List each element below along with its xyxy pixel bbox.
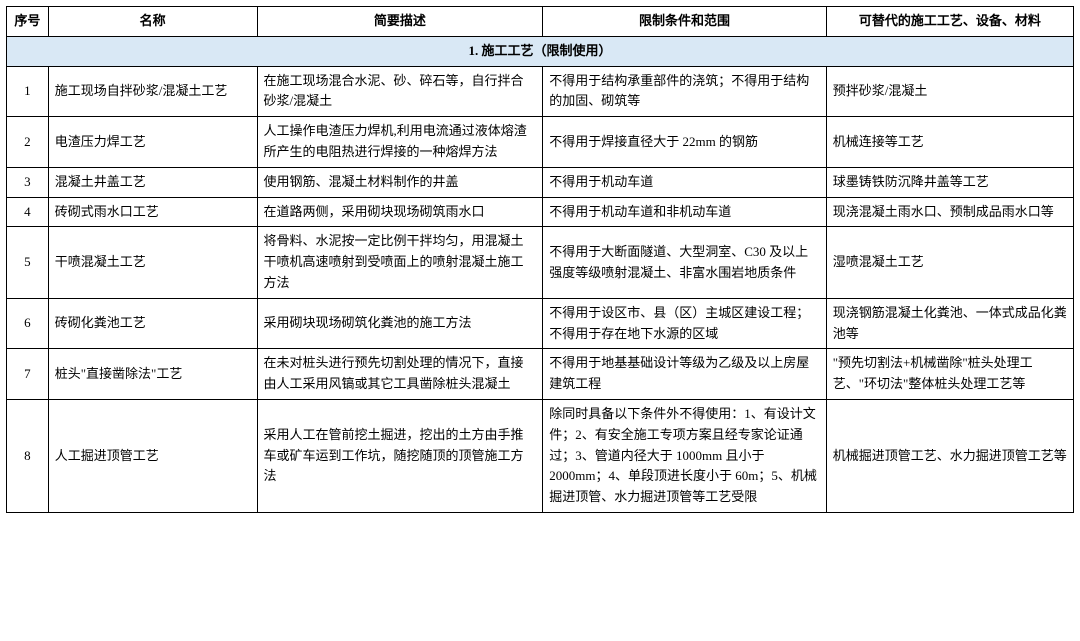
cell-num: 5 — [7, 227, 49, 298]
cell-limit: 不得用于设区市、县（区）主城区建设工程；不得用于存在地下水源的区域 — [543, 298, 827, 349]
section-header-row: 1. 施工工艺（限制使用） — [7, 36, 1074, 66]
cell-desc: 在道路两侧，采用砌块现场砌筑雨水口 — [257, 197, 543, 227]
table-row: 1施工现场自拌砂浆/混凝土工艺在施工现场混合水泥、砂、碎石等，自行拌合砂浆/混凝… — [7, 66, 1074, 117]
cell-name: 干喷混凝土工艺 — [48, 227, 257, 298]
cell-alt: "预先切割法+机械凿除"桩头处理工艺、"环切法"整体桩头处理工艺等 — [826, 349, 1073, 400]
cell-alt: 机械连接等工艺 — [826, 117, 1073, 168]
cell-num: 6 — [7, 298, 49, 349]
cell-num: 7 — [7, 349, 49, 400]
cell-alt: 球墨铸铁防沉降井盖等工艺 — [826, 167, 1073, 197]
table-row: 3混凝土井盖工艺使用钢筋、混凝土材料制作的井盖不得用于机动车道球墨铸铁防沉降井盖… — [7, 167, 1074, 197]
cell-desc: 将骨料、水泥按一定比例干拌均匀，用混凝土干喷机高速喷射到受喷面上的喷射混凝土施工… — [257, 227, 543, 298]
cell-alt: 现浇钢筋混凝土化粪池、一体式成品化粪池等 — [826, 298, 1073, 349]
cell-desc: 在未对桩头进行预先切割处理的情况下，直接由人工采用风镐或其它工具凿除桩头混凝土 — [257, 349, 543, 400]
cell-limit: 不得用于机动车道 — [543, 167, 827, 197]
cell-name: 混凝土井盖工艺 — [48, 167, 257, 197]
cell-name: 砖砌式雨水口工艺 — [48, 197, 257, 227]
cell-desc: 采用人工在管前挖土掘进，挖出的土方由手推车或矿车运到工作坑，随挖随顶的顶管施工方… — [257, 399, 543, 512]
table-row: 2电渣压力焊工艺人工操作电渣压力焊机,利用电流通过液体熔渣所产生的电阻热进行焊接… — [7, 117, 1074, 168]
cell-desc: 使用钢筋、混凝土材料制作的井盖 — [257, 167, 543, 197]
cell-alt: 现浇混凝土雨水口、预制成品雨水口等 — [826, 197, 1073, 227]
cell-name: 砖砌化粪池工艺 — [48, 298, 257, 349]
cell-alt: 预拌砂浆/混凝土 — [826, 66, 1073, 117]
cell-name: 人工掘进顶管工艺 — [48, 399, 257, 512]
cell-alt: 机械掘进顶管工艺、水力掘进顶管工艺等 — [826, 399, 1073, 512]
col-header-limit: 限制条件和范围 — [543, 7, 827, 37]
table-row: 5干喷混凝土工艺将骨料、水泥按一定比例干拌均匀，用混凝土干喷机高速喷射到受喷面上… — [7, 227, 1074, 298]
section-title: 1. 施工工艺（限制使用） — [7, 36, 1074, 66]
construction-table: 序号 名称 简要描述 限制条件和范围 可替代的施工工艺、设备、材料 1. 施工工… — [6, 6, 1074, 513]
table-row: 8人工掘进顶管工艺采用人工在管前挖土掘进，挖出的土方由手推车或矿车运到工作坑，随… — [7, 399, 1074, 512]
cell-limit: 不得用于焊接直径大于 22mm 的钢筋 — [543, 117, 827, 168]
cell-desc: 在施工现场混合水泥、砂、碎石等，自行拌合砂浆/混凝土 — [257, 66, 543, 117]
cell-num: 2 — [7, 117, 49, 168]
cell-name: 电渣压力焊工艺 — [48, 117, 257, 168]
cell-limit: 不得用于结构承重部件的浇筑；不得用于结构的加固、砌筑等 — [543, 66, 827, 117]
table-row: 7桩头"直接凿除法"工艺在未对桩头进行预先切割处理的情况下，直接由人工采用风镐或… — [7, 349, 1074, 400]
cell-limit: 不得用于大断面隧道、大型洞室、C30 及以上强度等级喷射混凝土、非富水围岩地质条… — [543, 227, 827, 298]
cell-limit: 除同时具备以下条件外不得使用：1、有设计文件；2、有安全施工专项方案且经专家论证… — [543, 399, 827, 512]
col-header-desc: 简要描述 — [257, 7, 543, 37]
col-header-name: 名称 — [48, 7, 257, 37]
cell-limit: 不得用于地基基础设计等级为乙级及以上房屋建筑工程 — [543, 349, 827, 400]
col-header-alt: 可替代的施工工艺、设备、材料 — [826, 7, 1073, 37]
col-header-num: 序号 — [7, 7, 49, 37]
cell-limit: 不得用于机动车道和非机动车道 — [543, 197, 827, 227]
table-row: 6砖砌化粪池工艺采用砌块现场砌筑化粪池的施工方法不得用于设区市、县（区）主城区建… — [7, 298, 1074, 349]
cell-num: 3 — [7, 167, 49, 197]
cell-desc: 人工操作电渣压力焊机,利用电流通过液体熔渣所产生的电阻热进行焊接的一种熔焊方法 — [257, 117, 543, 168]
cell-desc: 采用砌块现场砌筑化粪池的施工方法 — [257, 298, 543, 349]
cell-name: 施工现场自拌砂浆/混凝土工艺 — [48, 66, 257, 117]
cell-num: 1 — [7, 66, 49, 117]
table-header-row: 序号 名称 简要描述 限制条件和范围 可替代的施工工艺、设备、材料 — [7, 7, 1074, 37]
cell-name: 桩头"直接凿除法"工艺 — [48, 349, 257, 400]
table-row: 4砖砌式雨水口工艺在道路两侧，采用砌块现场砌筑雨水口不得用于机动车道和非机动车道… — [7, 197, 1074, 227]
table-body: 1施工现场自拌砂浆/混凝土工艺在施工现场混合水泥、砂、碎石等，自行拌合砂浆/混凝… — [7, 66, 1074, 512]
cell-num: 8 — [7, 399, 49, 512]
cell-num: 4 — [7, 197, 49, 227]
cell-alt: 湿喷混凝土工艺 — [826, 227, 1073, 298]
